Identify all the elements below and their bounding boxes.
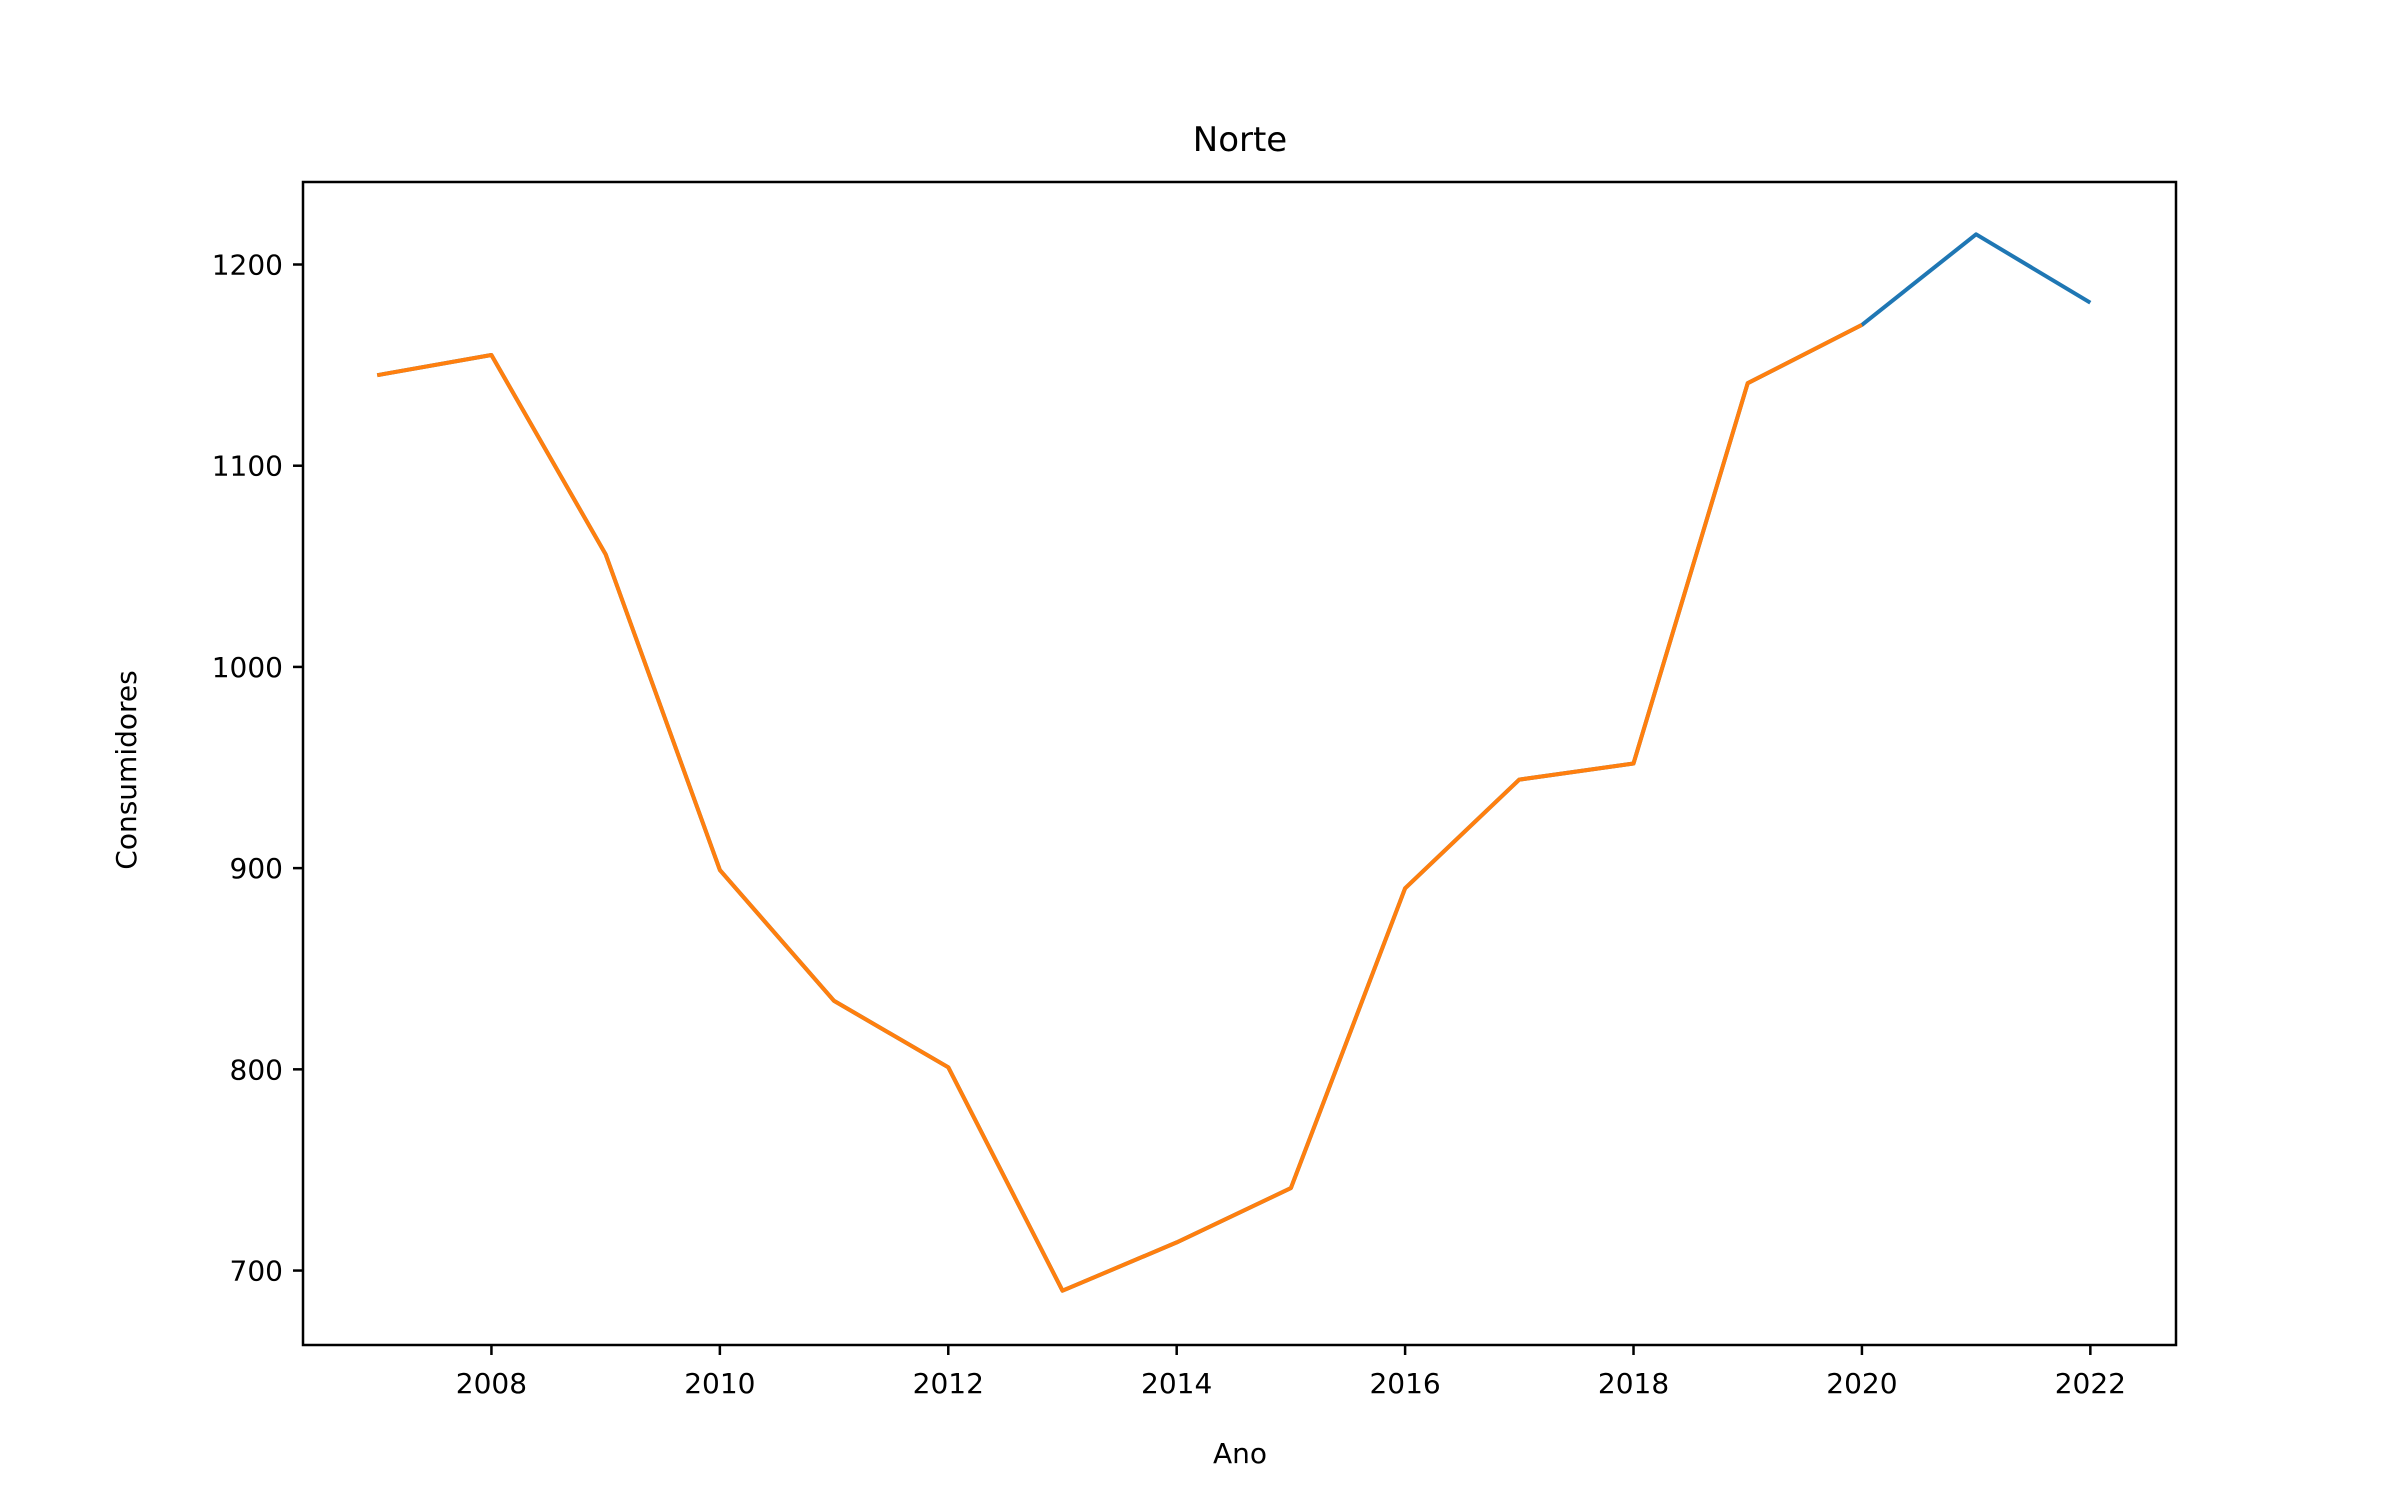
x-tick-label: 2016 (1369, 1367, 1440, 1400)
x-axis-label: Ano (1213, 1437, 1267, 1470)
x-tick-label: 2012 (913, 1367, 984, 1400)
series-line-1 (376, 232, 2092, 1293)
x-tick-label: 2010 (684, 1367, 755, 1400)
x-tick-label: 2014 (1141, 1367, 1212, 1400)
y-axis: 700 800 900 1000 1100 1200 (212, 248, 303, 1288)
y-tick-label: 800 (230, 1053, 283, 1086)
y-axis-label: Consumidores (110, 670, 143, 869)
y-tick-label: 1100 (212, 450, 283, 483)
x-tick-label: 2018 (1598, 1367, 1669, 1400)
series-layer (376, 232, 2092, 1293)
y-tick-label: 1200 (212, 248, 283, 281)
x-axis: 2008 2010 2012 2014 2016 2018 2020 2022 (456, 1345, 2126, 1400)
x-tick-label: 2022 (2055, 1367, 2126, 1400)
series-line-2 (376, 323, 1863, 1293)
y-tick-label: 1000 (212, 651, 283, 684)
chart-title: Norte (1193, 120, 1287, 160)
y-tick-label: 900 (230, 852, 283, 885)
y-tick-label: 700 (230, 1255, 283, 1288)
x-tick-label: 2020 (1826, 1367, 1897, 1400)
plot-area-frame (301, 180, 2178, 1347)
x-tick-label: 2008 (456, 1367, 527, 1400)
